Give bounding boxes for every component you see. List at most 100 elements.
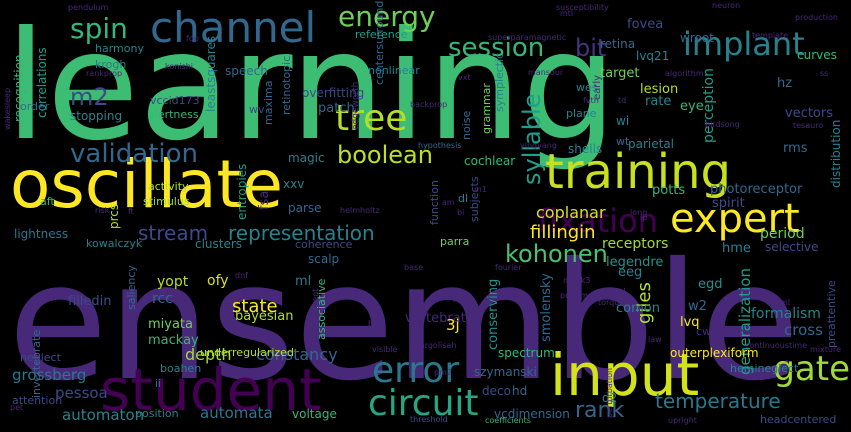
cloud-word-representation: representation [228,221,375,245]
cloud-word-plane: plane [566,107,597,120]
cloud-word-aft: aft [40,195,55,208]
cloud-word-tree: tree [335,98,407,139]
cloud-word-smolensky: smolensky [539,273,554,342]
cloud-word-rankprop: rankprop [86,69,122,78]
cloud-word-stimulus: stimulus [143,195,190,208]
cloud-word-automaton: automaton [62,406,144,424]
cloud-word-spectrum: spectrum [498,346,555,360]
cloud-word-neuron: neuron [712,1,740,10]
cloud-word-entropies: entropies [235,164,249,220]
cloud-word-egd: egd [698,277,723,292]
cloud-word-control: control [598,287,626,296]
cloud-word-superparamagnetic: superparamagnetic [488,33,566,42]
cloud-word-pm2: pm2 [434,368,452,377]
cloud-word-subjects: subjects [468,176,481,222]
cloud-word-error: error [372,350,459,391]
cloud-word-coherence: coherence [295,238,353,251]
cloud-word-underregularized: underregularized [200,346,294,359]
cloud-word-mixture: mixture [810,345,841,354]
cloud-word-vectors: vectors [785,106,833,121]
cloud-word-ml: ml [295,274,311,289]
cloud-word-retinotopic: retinotopic [280,56,293,115]
cloud-word-rcc: rcc [152,291,173,307]
cloud-word-implant: implant [683,25,805,63]
cloud-word-bit: bit [575,34,606,62]
cloud-word-photoreceptor: photoreceptor [710,182,803,197]
cloud-word-harmony: harmony [95,42,144,55]
cloud-word-fvtn: fvtn [583,96,599,105]
cloud-word-d2: d2 [602,391,617,405]
cloud-word-invertebrate: invertebrate [30,330,43,398]
cloud-word-vccid173: vccid173 [150,94,200,107]
cloud-word-overfitting: overfitting [302,86,364,100]
cloud-word-receptors: receptors [602,236,668,252]
cloud-word-lvq21: lvq21 [636,49,669,63]
cloud-word-wt: wt [616,135,630,148]
cloud-word-parietal: parietal [628,137,674,151]
cloud-word-helmholtz: helmholtz [340,206,380,215]
cloud-word-giles: giles [634,282,655,324]
cloud-word-automata: automata [200,404,273,422]
cloud-word-reinforcement: reinforcement [311,289,320,345]
cloud-word-depth: depth [185,345,232,364]
cloud-word-fixation: fixation [538,202,658,240]
cloud-word-legendre: legendre [606,255,663,270]
cloud-word-kowalczyk: kowalczyk [86,237,143,250]
cloud-word-fillingin: fillingin [530,222,596,243]
cloud-word-circuit: circuit [368,383,479,424]
cloud-word-nonlinear: nonlinear [368,64,420,77]
cloud-word-am: am [442,198,455,207]
cloud-word-birdsong: birdsong [705,120,740,129]
cloud-word-mackay: mackay [148,333,199,348]
cloud-word-parse: parse [288,201,322,215]
cloud-word-wroot: wroot [680,31,714,45]
cloud-word-eeg: eeg [618,265,642,280]
cloud-word-perception: perception [701,68,717,143]
cloud-word-cochlear: cochlear [464,154,515,168]
cloud-word-backprop: backprop [410,100,447,109]
cloud-word-filledin: filledin [68,294,112,309]
cloud-word-shells: shells [568,142,602,156]
cloud-word-temperature: temperature [655,389,781,413]
cloud-word-fop: fop [186,34,199,43]
cloud-word-rate: rate [645,94,671,109]
cloud-word-pneumonia: pneumonia [560,291,605,300]
cloud-word-reference: reference [355,28,408,41]
cloud-word-patch: patch [318,101,355,116]
cloud-word-preattentive: preattentive [825,280,838,348]
cloud-word-vcdimension: vcdimension [494,407,570,421]
cloud-word-selective: selective [765,240,818,254]
cloud-word-szymanski: szymanski [474,365,537,379]
cloud-word-m1: m1 [474,185,487,194]
cloud-word-coplanar: coplanar [536,203,606,222]
cloud-word-ofy: ofy [207,273,229,289]
cloud-word-channel: channel [150,3,316,52]
cloud-word-conserving: conserving [486,279,501,350]
cloud-word-order: order [20,100,50,113]
cloud-word-validation: validation [70,139,198,169]
cloud-word-yopt: yopt [157,274,189,290]
cloud-word-template: template [752,31,788,40]
cloud-word-period: period [760,226,805,242]
cloud-word-prcs: prcs [107,204,121,229]
cloud-word-perturbation: perturbation [605,368,614,418]
cloud-word-gzip: gzip [452,293,469,302]
cloud-word-torque: torque [598,298,624,307]
cloud-word-activity: activity [148,180,189,193]
cloud-word-tesauro: tesauro [793,121,823,130]
cloud-word-outerplexiform: outerplexiform [670,346,759,360]
cloud-word-recognition: recognition [12,54,26,122]
cloud-word-learning: learning [5,0,617,174]
cloud-word-wes: wes [576,81,598,94]
cloud-word-energy: energy [338,0,436,33]
cloud-word-continuoustime: continuoustime [745,341,807,350]
cloud-word-ip: ip [640,213,647,222]
cloud-word-edgeworth: edgeworth [351,82,361,130]
cloud-word-centersurround: centersurround [373,1,386,85]
cloud-word-vxt: vxt [458,73,471,82]
cloud-word-wi: wi [616,114,629,128]
cloud-word-fourier: fourier [495,263,522,272]
cloud-word-scalp: scalp [308,252,339,266]
cloud-word-noise: noise [460,111,473,140]
